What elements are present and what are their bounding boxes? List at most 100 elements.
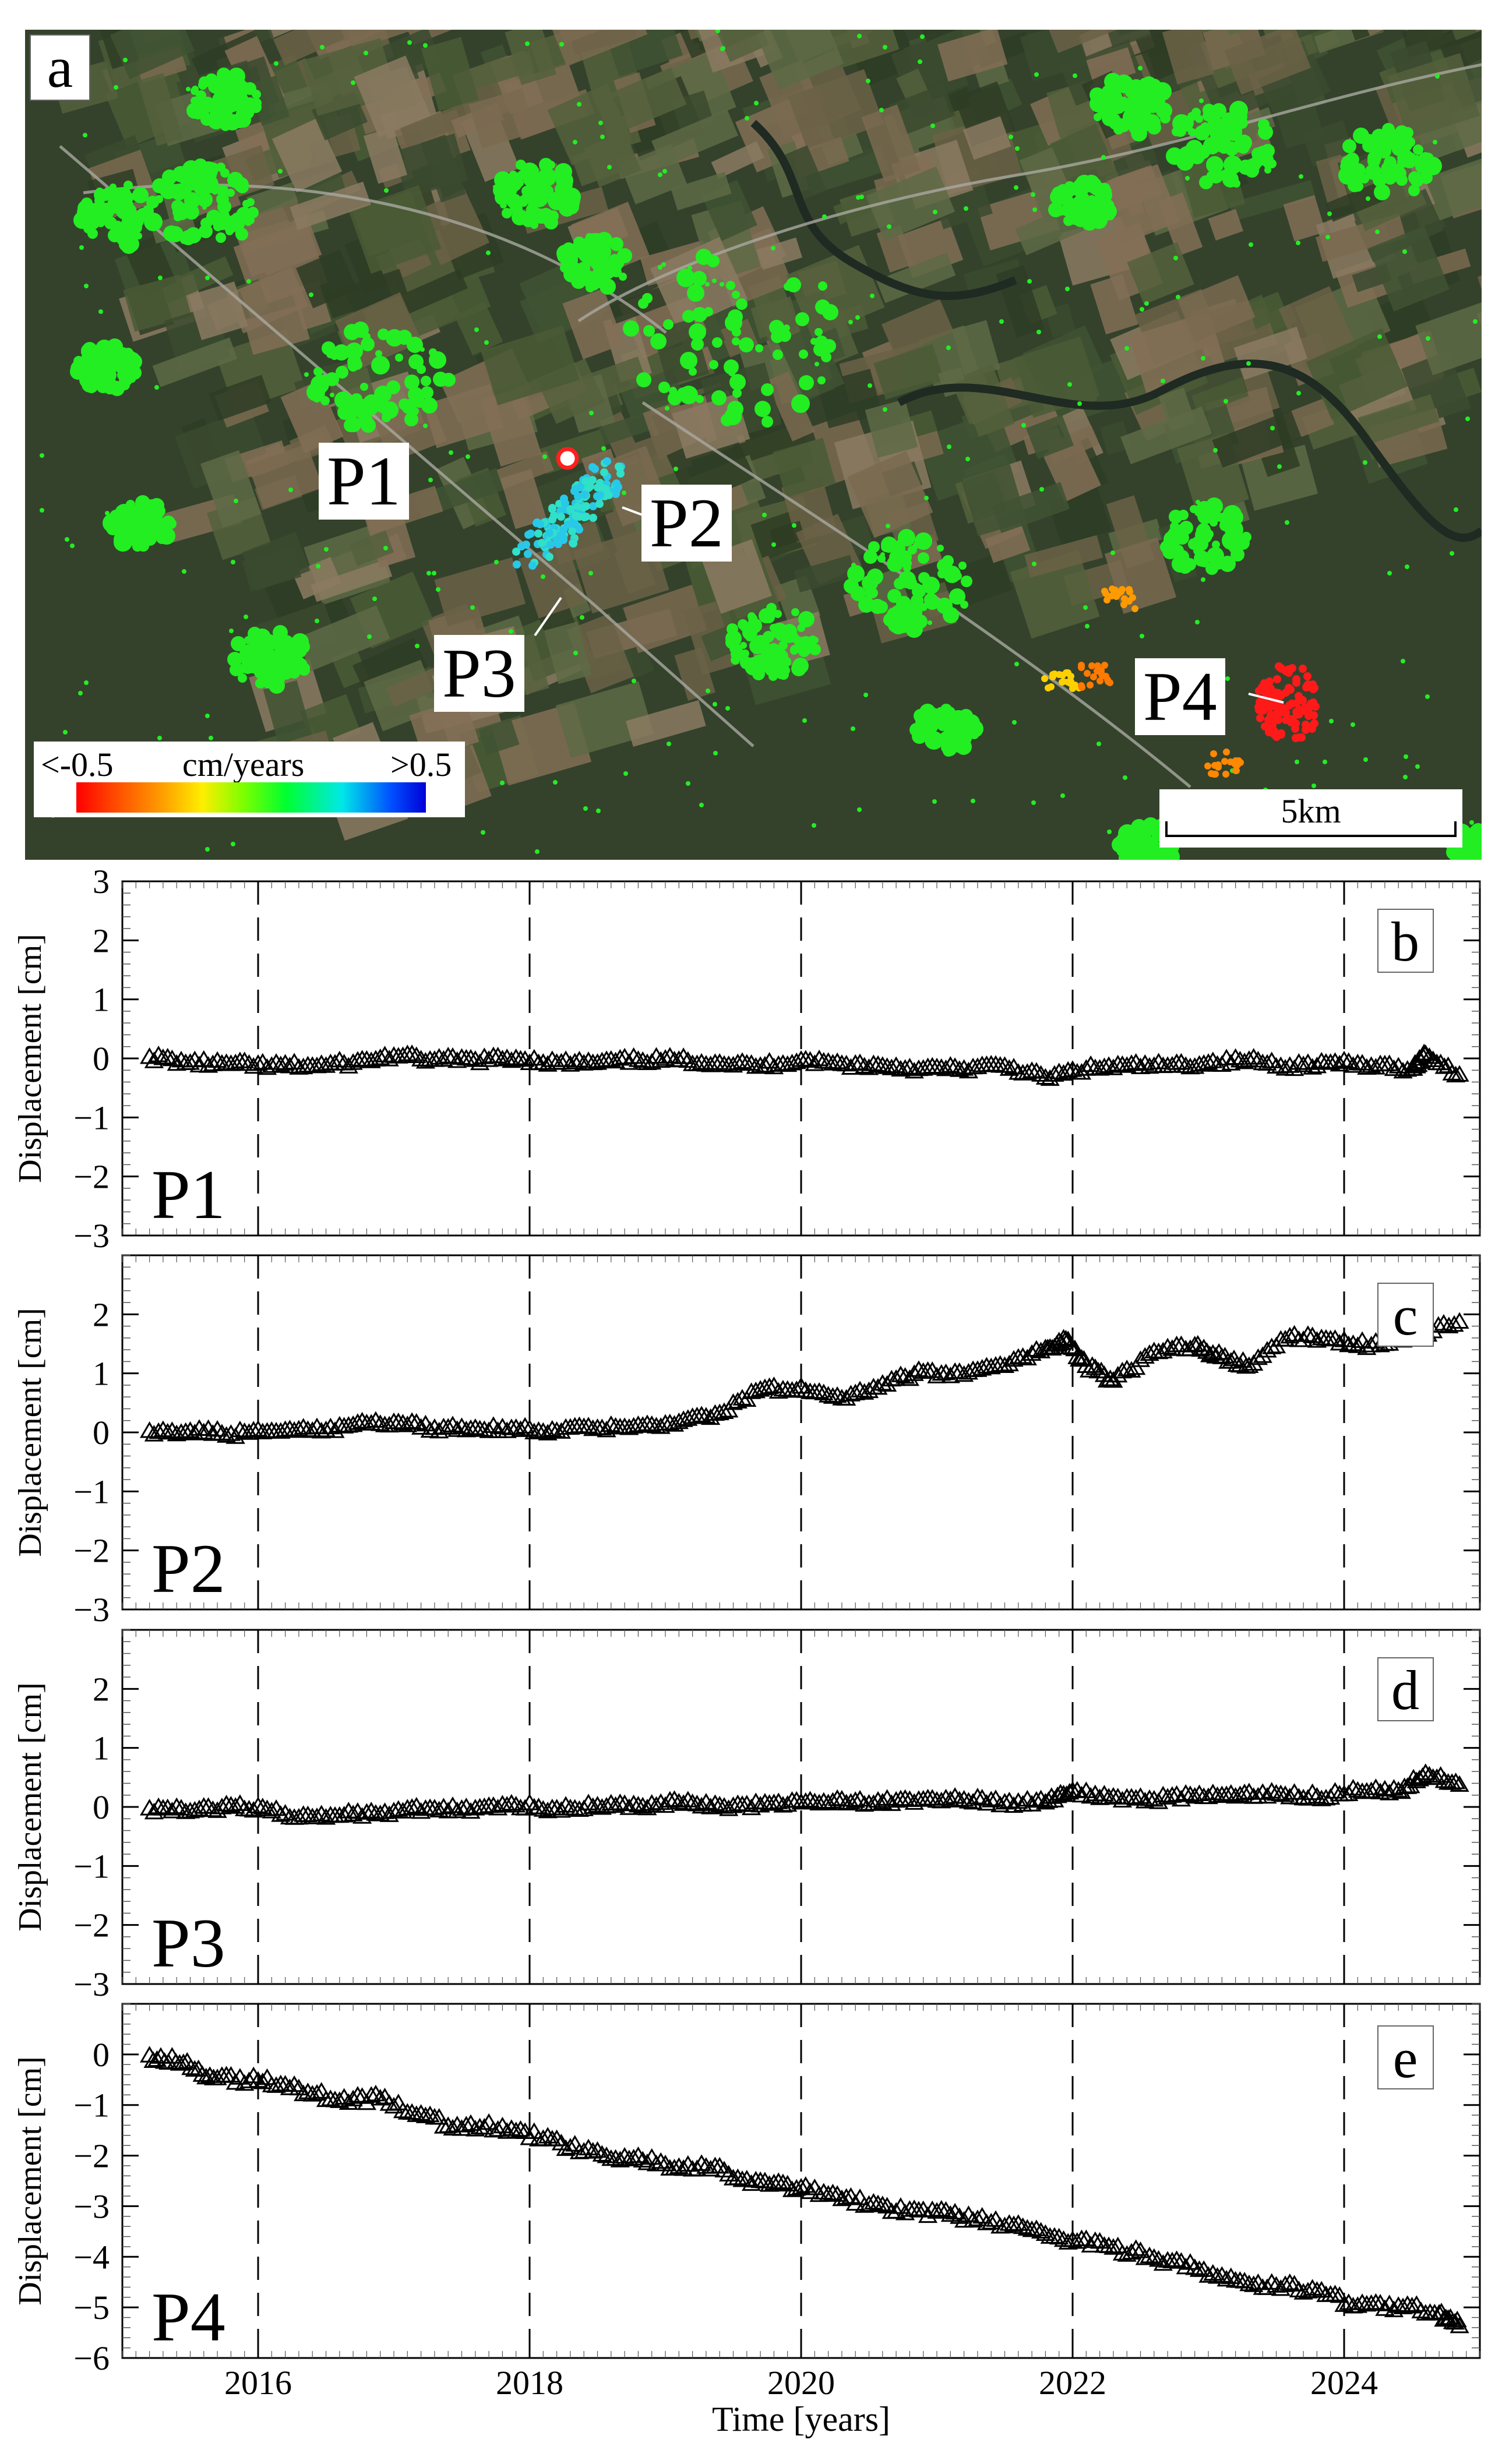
- data-point: [1257, 2278, 1277, 2295]
- road: [59, 145, 754, 747]
- data-point: [958, 1061, 979, 1079]
- scale-bar-label: 5km: [1281, 792, 1341, 830]
- data-point: [1352, 2293, 1372, 2310]
- x-tick-label: 2016: [224, 2364, 292, 2402]
- data-point: [710, 2156, 729, 2174]
- data-point: [1027, 1340, 1046, 1357]
- data-point: [633, 1051, 653, 1068]
- data-point: [280, 1057, 300, 1074]
- data-point: [886, 2202, 906, 2219]
- data-point: [447, 1801, 467, 1819]
- data-point: [968, 2209, 988, 2226]
- data-point: [1298, 1789, 1318, 1806]
- data-point: [1135, 1347, 1155, 1364]
- chart-panel-c: −3 −2 −1 0 1 2 Displacement [cm] c P2: [12, 1254, 1481, 1629]
- data-point: [719, 2165, 739, 2181]
- data-point: [203, 2068, 224, 2085]
- panel-label-a: a: [30, 34, 90, 101]
- data-point: [144, 1425, 164, 1442]
- x-tick-label: 2020: [767, 2364, 835, 2402]
- y-tick-label: −6: [73, 2339, 110, 2377]
- data-point: [357, 1803, 377, 1820]
- data-point: [407, 1046, 426, 1063]
- data-point: [597, 1420, 616, 1438]
- data-point: [1221, 1784, 1241, 1801]
- data-point: [1412, 1767, 1433, 1784]
- data-point: [1198, 2266, 1218, 2283]
- data-point: [1053, 1329, 1074, 1346]
- data-point: [1253, 1346, 1272, 1363]
- data-point: [452, 1417, 472, 1434]
- data-point: [868, 1055, 888, 1072]
- data-point: [664, 2159, 685, 2176]
- data-point: [551, 1422, 572, 1439]
- data-point: [1307, 1056, 1327, 1074]
- data-point: [1262, 1782, 1282, 1799]
- data-point: [995, 1792, 1015, 1810]
- data-point: [1384, 1059, 1404, 1076]
- data-point: [352, 1411, 372, 1429]
- data-point: [298, 2082, 318, 2099]
- data-point: [1203, 1784, 1223, 1801]
- data-point: [674, 1047, 693, 1064]
- data-point: [1330, 1333, 1349, 1351]
- data-point: [1311, 2281, 1331, 2298]
- data-point: [1035, 2224, 1056, 2241]
- data-point: [768, 1792, 788, 1809]
- series-markers: [139, 2046, 1469, 2334]
- data-point: [189, 1056, 209, 1072]
- legend-min-label: <-0.5: [41, 746, 114, 783]
- data-point: [1189, 1784, 1210, 1801]
- data-point: [1384, 1779, 1404, 1796]
- data-point: [950, 1791, 969, 1808]
- data-point: [714, 1402, 734, 1419]
- chart-panel-e: −6 −5 −4 −3 −2 −1 0 Displacement [cm] e P4: [12, 2003, 1481, 2377]
- y-tick-label: 0: [93, 2036, 110, 2074]
- data-point: [474, 1420, 494, 1437]
- data-point: [1217, 1785, 1236, 1802]
- displacement-charts: −3 −2 −1 0 1 2 3 Displacement [cm] b P1 −3 −2 −1 0 1 2 D…: [12, 868, 1481, 2438]
- data-point: [225, 2073, 245, 2090]
- data-point: [592, 2145, 612, 2162]
- scale-bar-tick-right: [1454, 821, 1457, 837]
- data-point: [714, 2161, 734, 2177]
- data-point: [664, 1790, 685, 1807]
- data-point: [1293, 1056, 1313, 1072]
- data-point: [768, 2172, 788, 2189]
- data-point: [1071, 1349, 1092, 1366]
- data-point: [294, 2084, 313, 2102]
- data-point: [587, 2141, 608, 2158]
- data-point: [1450, 1775, 1469, 1792]
- data-point: [1060, 1337, 1080, 1354]
- data-point: [1302, 1783, 1323, 1801]
- data-point: [1239, 1050, 1259, 1067]
- data-point: [1130, 1350, 1151, 1367]
- data-point: [1450, 1312, 1469, 1329]
- data-point: [384, 2096, 404, 2114]
- data-point: [167, 1797, 186, 1815]
- data-point: [719, 1799, 739, 1816]
- data-point: [235, 1051, 255, 1068]
- data-point: [339, 1802, 358, 1819]
- data-point: [778, 1380, 798, 1397]
- data-point: [895, 1059, 915, 1076]
- data-point: [275, 1804, 295, 1821]
- data-point: [1280, 1326, 1300, 1344]
- data-point: [1203, 2264, 1223, 2281]
- data-point: [701, 1056, 721, 1072]
- data-point: [266, 1053, 286, 1070]
- data-point: [253, 1798, 273, 1815]
- data-point: [1053, 2230, 1074, 2247]
- data-point: [922, 1789, 942, 1806]
- data-point: [502, 1794, 521, 1811]
- data-point: [877, 1375, 897, 1392]
- data-point: [538, 1055, 558, 1072]
- data-point: [343, 1053, 363, 1070]
- data-point: [307, 1808, 327, 1824]
- data-point: [592, 1418, 612, 1435]
- data-point: [271, 1056, 291, 1072]
- data-point: [461, 1049, 481, 1066]
- data-point: [900, 1058, 920, 1075]
- y-tick-label: 0: [93, 1788, 110, 1826]
- data-point: [560, 1055, 580, 1072]
